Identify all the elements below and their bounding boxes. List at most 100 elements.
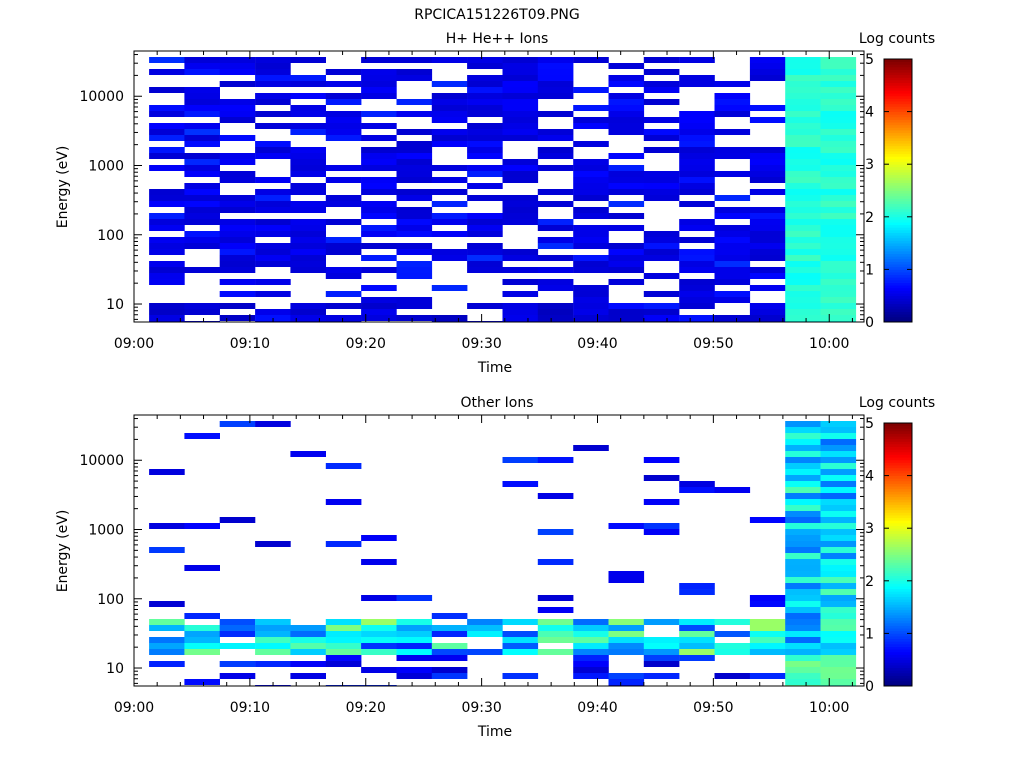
heatmap-cell	[361, 643, 397, 649]
colorbar-swatch	[884, 533, 912, 537]
colorbar-swatch	[884, 248, 912, 252]
heatmap-cell	[643, 291, 680, 297]
heatmap-cell	[184, 201, 220, 207]
colorbar-swatch	[884, 425, 912, 429]
heatmap-cell	[820, 237, 857, 243]
colorbar-swatch	[884, 636, 912, 640]
colorbar-swatch	[884, 651, 912, 655]
heatmap-cell	[679, 183, 715, 189]
heatmap-cell	[573, 117, 609, 123]
heatmap-cell	[749, 255, 786, 261]
heatmap-cell	[749, 309, 786, 315]
heatmap-cell	[537, 75, 574, 81]
heatmap-cell	[820, 279, 857, 285]
heatmap-cell	[255, 123, 291, 129]
colorbar-swatch	[884, 269, 912, 273]
heatmap-cell	[184, 243, 220, 249]
colorbar-swatch	[884, 119, 912, 123]
colorbar-swatch	[884, 300, 912, 304]
colorbar-swatch	[884, 465, 912, 469]
heatmap-cell	[573, 177, 609, 183]
colorbar-swatch	[884, 198, 912, 202]
heatmap-cell	[679, 487, 715, 493]
heatmap-cell	[219, 261, 256, 267]
colorbar-tick-label: 1	[865, 626, 874, 642]
colorbar: 0 1 2 3 4 5	[865, 52, 913, 331]
heatmap-cell	[502, 219, 539, 225]
heatmap-cell	[537, 87, 574, 93]
heatmap-cell	[431, 117, 468, 123]
heatmap-cell	[573, 213, 609, 219]
colorbar-swatch	[884, 609, 912, 613]
heatmap-cell	[255, 255, 291, 261]
heatmap-cell	[502, 75, 539, 81]
heatmap-cell	[714, 249, 751, 255]
colorbar-swatch	[884, 308, 912, 312]
heatmap-cell	[608, 261, 645, 267]
heatmap-cell	[820, 285, 857, 291]
heatmap-cell	[396, 225, 433, 231]
heatmap-cell	[749, 673, 786, 679]
heatmap-cell	[820, 105, 857, 111]
heatmap-cell	[608, 571, 645, 577]
heatmap-cell	[820, 261, 857, 267]
colorbar-swatch	[884, 256, 912, 260]
heatmap-cell	[396, 177, 433, 183]
heatmap-cell	[749, 165, 786, 171]
heatmap-cell	[537, 129, 574, 135]
heatmap-cell	[537, 493, 574, 499]
heatmap-cell	[785, 147, 821, 153]
colorbar-swatch	[884, 185, 912, 189]
heatmap-cell	[608, 111, 645, 117]
heatmap-cell	[431, 315, 468, 321]
heatmap-cell	[785, 493, 821, 499]
colorbar-swatch	[884, 261, 912, 265]
heatmap-cell	[255, 421, 291, 427]
colorbar-swatch	[884, 130, 912, 134]
colorbar-tick-label: 3	[865, 521, 874, 537]
colorbar-swatch	[884, 622, 912, 626]
heatmap-cell	[820, 207, 857, 213]
heatmap-cell	[820, 565, 857, 571]
heatmap-cell	[820, 249, 857, 255]
colorbar-swatch	[884, 208, 912, 212]
heatmap-cell	[184, 637, 220, 643]
heatmap-cell	[184, 63, 220, 69]
heatmap-cell	[184, 87, 220, 93]
colorbar-swatch	[884, 190, 912, 194]
heatmap-cell	[255, 177, 291, 183]
heatmap-cell	[396, 231, 433, 237]
heatmap-cell	[361, 177, 397, 183]
heatmap-cell	[219, 625, 256, 631]
heatmap-cell	[290, 81, 326, 87]
heatmap-cell	[361, 315, 397, 321]
heatmap-cell	[219, 249, 256, 255]
heatmap-cell	[820, 583, 857, 589]
heatmap-cell	[785, 153, 821, 159]
x-tick-label: 09:10	[230, 700, 270, 716]
heatmap-cell	[255, 147, 291, 153]
heatmap-cell	[537, 63, 574, 69]
colorbar-swatch	[884, 274, 912, 278]
colorbar-swatch	[884, 95, 912, 99]
heatmap-cell	[749, 631, 786, 637]
heatmap-cell	[679, 643, 715, 649]
heatmap-cell	[608, 225, 645, 231]
heatmap-cell	[785, 195, 821, 201]
heatmap-cell	[290, 631, 326, 637]
heatmap-cell	[396, 129, 433, 135]
heatmap-cell	[219, 225, 256, 231]
colorbar-swatch	[884, 467, 912, 471]
colorbar-swatch	[884, 214, 912, 218]
heatmap-cell	[184, 111, 220, 117]
heatmap-cell	[820, 315, 857, 321]
heatmap-cell	[467, 225, 503, 231]
heatmap-cell	[679, 297, 715, 303]
colorbar-swatch	[884, 499, 912, 503]
heatmap-cell	[502, 249, 539, 255]
heatmap-cell	[608, 249, 645, 255]
heatmap-cell	[785, 559, 821, 565]
colorbar-frame	[883, 422, 913, 687]
heatmap-cell	[573, 261, 609, 267]
heatmap-cell	[785, 105, 821, 111]
